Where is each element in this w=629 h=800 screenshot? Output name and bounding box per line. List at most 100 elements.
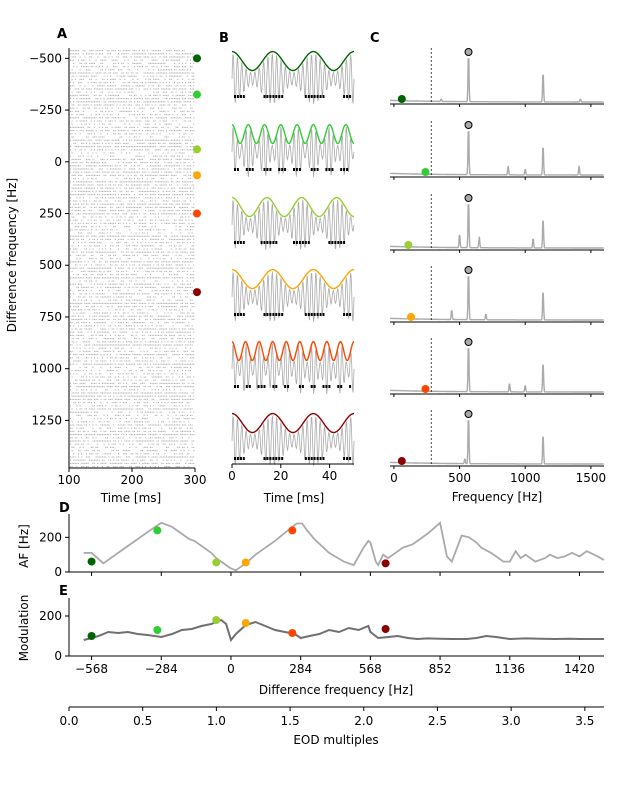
spike-raster-mark (193, 258, 195, 260)
spike-raster-mark (140, 149, 142, 151)
spike-raster-mark (86, 98, 87, 100)
spike-raster-mark (156, 171, 158, 173)
spike-raster-mark (78, 386, 79, 388)
spike-raster-mark (193, 53, 195, 55)
spike-raster-mark (134, 110, 135, 112)
spike-raster-mark (148, 296, 150, 298)
spike-raster-mark (150, 306, 151, 308)
spike-raster-mark (94, 222, 95, 224)
spike-raster-mark (76, 120, 78, 122)
spike-raster-mark (178, 152, 180, 154)
spike-raster-mark (158, 389, 159, 391)
spike-raster-mark (73, 178, 75, 180)
spike-raster-mark (156, 165, 158, 167)
spike-raster-mark (127, 219, 129, 221)
spike-raster-mark (150, 219, 151, 221)
spike-raster-mark (74, 354, 76, 356)
spike-raster-mark (70, 296, 71, 298)
spike-raster-mark (124, 110, 126, 112)
spike-raster-mark (118, 126, 119, 128)
spike-raster-mark (84, 328, 86, 330)
spike-raster-mark (73, 66, 75, 68)
spike-raster-mark (106, 379, 108, 381)
spike-raster-mark (105, 312, 107, 314)
spike-raster-mark (103, 139, 105, 141)
spike-raster-mark (86, 66, 87, 68)
spike-raster-mark (190, 59, 191, 61)
spike-raster-mark (127, 146, 129, 148)
spike-raster-mark (161, 267, 163, 269)
spike-raster-mark (106, 286, 108, 288)
spike-raster-mark (159, 363, 161, 365)
spike-raster-mark (158, 91, 159, 93)
spike-raster-mark (140, 328, 142, 330)
spike-raster-mark (180, 216, 182, 218)
spike-raster-mark (175, 360, 177, 362)
spike-raster-mark (151, 117, 153, 119)
spike-raster-mark (185, 302, 187, 304)
spike-raster-mark (78, 283, 79, 285)
spike-raster-mark (148, 242, 150, 244)
spike-raster-mark (127, 376, 129, 378)
spike-raster-mark (127, 75, 129, 77)
spike-raster-mark (81, 376, 83, 378)
spike-raster-mark (94, 363, 95, 365)
spike-raster-mark (169, 274, 171, 276)
spike-raster-mark (130, 174, 132, 176)
spike-raster-mark (84, 213, 86, 215)
spike-raster-mark (110, 277, 111, 279)
spike-raster-mark (178, 242, 180, 244)
spike-raster-mark (102, 360, 103, 362)
spike-raster-mark (146, 264, 148, 266)
spike-raster-mark (106, 98, 108, 100)
spike-raster-mark (122, 222, 124, 224)
spike-raster-mark (170, 366, 172, 368)
spike-raster-mark (174, 293, 175, 295)
spike-raster-mark (122, 235, 124, 237)
spike-raster-mark (78, 190, 79, 192)
spike-raster-mark (105, 203, 107, 205)
spike-raster-mark (188, 78, 190, 80)
spike-raster-mark (87, 53, 89, 55)
spike-raster-mark (129, 222, 131, 224)
spike-raster-mark (169, 56, 171, 58)
spike-raster-mark (175, 174, 177, 176)
spike-raster-mark (113, 184, 115, 186)
spike-raster-mark (79, 197, 81, 199)
spike-raster-mark (183, 328, 185, 330)
spike-raster-mark (113, 174, 115, 176)
spike-raster-mark (188, 158, 190, 160)
spike-raster-mark (94, 117, 95, 119)
spike-raster-mark (145, 117, 147, 119)
spike-raster-mark (159, 245, 161, 247)
spike-raster-mark (182, 354, 183, 356)
spike-raster-mark (124, 302, 126, 304)
spike-raster-mark (154, 53, 156, 55)
spike-raster-mark (127, 290, 129, 292)
spike-raster-mark (185, 290, 187, 292)
spike-raster-mark (74, 162, 76, 164)
spike-raster-mark (132, 184, 134, 186)
spike-raster-mark (121, 296, 123, 298)
spike-raster-mark (140, 158, 142, 160)
spike-raster-mark (170, 232, 172, 234)
spike-raster-mark (170, 123, 172, 125)
spike-raster-mark (153, 258, 155, 260)
spike-raster-mark (180, 91, 182, 93)
spike-raster-mark (159, 206, 161, 208)
spike-raster-mark (118, 149, 119, 151)
spike-raster-mark (174, 328, 175, 330)
spike-raster-mark (79, 309, 81, 311)
spike-raster-mark (90, 210, 92, 212)
spike-raster-mark (180, 248, 182, 250)
spike-raster-mark (161, 363, 163, 365)
spike-raster-mark (79, 168, 81, 170)
spike-raster-mark (166, 309, 167, 311)
spike-raster-mark (172, 379, 174, 381)
spike-raster-mark (166, 277, 167, 279)
spike-raster-mark (178, 187, 180, 189)
spike-raster-mark (110, 386, 111, 388)
spike-raster-mark (73, 104, 75, 106)
spike-raster-mark (190, 130, 191, 132)
spike-raster-mark (138, 98, 140, 100)
